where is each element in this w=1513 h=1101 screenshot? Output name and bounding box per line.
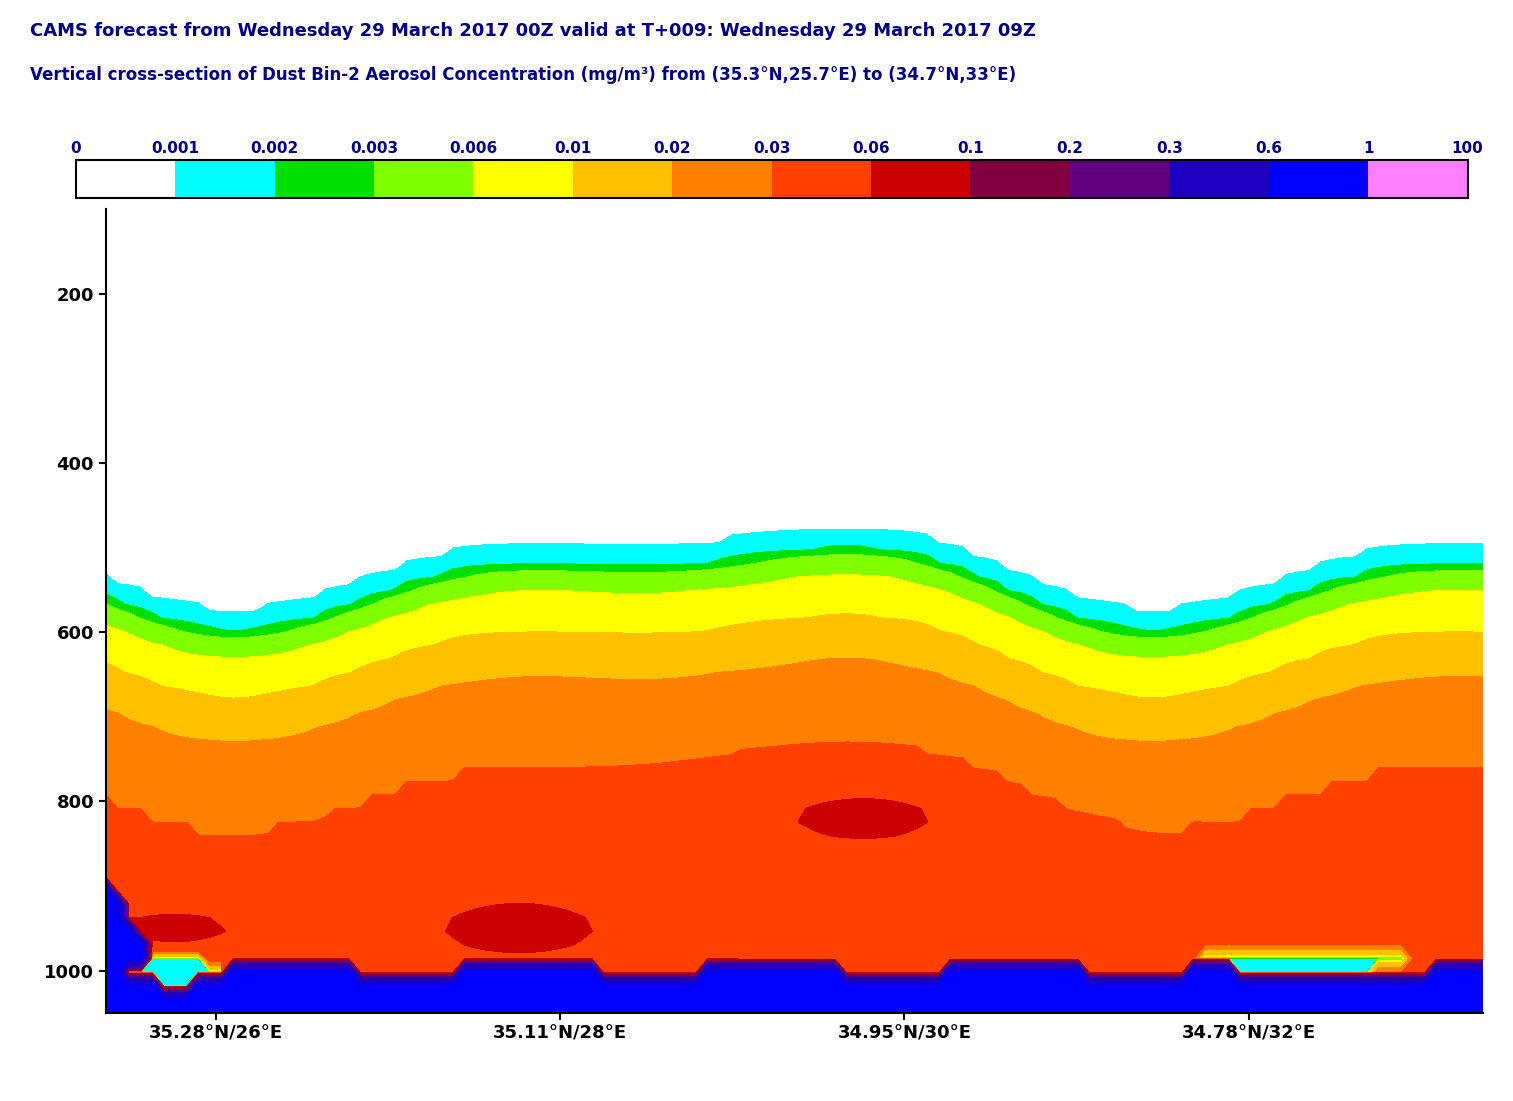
Text: 0.03: 0.03 bbox=[753, 141, 790, 156]
FancyBboxPatch shape bbox=[1170, 160, 1269, 198]
Text: 0.002: 0.002 bbox=[250, 141, 298, 156]
FancyBboxPatch shape bbox=[474, 160, 573, 198]
Text: 0: 0 bbox=[70, 141, 82, 156]
Text: 1: 1 bbox=[1363, 141, 1374, 156]
FancyBboxPatch shape bbox=[672, 160, 772, 198]
Text: 0.1: 0.1 bbox=[958, 141, 983, 156]
FancyBboxPatch shape bbox=[274, 160, 374, 198]
Text: 0.2: 0.2 bbox=[1056, 141, 1083, 156]
Text: 0.01: 0.01 bbox=[554, 141, 592, 156]
Text: 0.02: 0.02 bbox=[654, 141, 691, 156]
FancyBboxPatch shape bbox=[1269, 160, 1368, 198]
FancyBboxPatch shape bbox=[1368, 160, 1468, 198]
FancyBboxPatch shape bbox=[176, 160, 274, 198]
FancyBboxPatch shape bbox=[76, 160, 176, 198]
Text: 0.006: 0.006 bbox=[449, 141, 498, 156]
Text: 0.3: 0.3 bbox=[1156, 141, 1183, 156]
Text: 0.6: 0.6 bbox=[1256, 141, 1282, 156]
FancyBboxPatch shape bbox=[573, 160, 672, 198]
FancyBboxPatch shape bbox=[374, 160, 474, 198]
FancyBboxPatch shape bbox=[772, 160, 871, 198]
FancyBboxPatch shape bbox=[970, 160, 1070, 198]
FancyBboxPatch shape bbox=[871, 160, 970, 198]
Text: CAMS forecast from Wednesday 29 March 2017 00Z valid at T+009: Wednesday 29 Marc: CAMS forecast from Wednesday 29 March 20… bbox=[30, 22, 1036, 40]
Text: 0.06: 0.06 bbox=[852, 141, 890, 156]
Text: 0.003: 0.003 bbox=[350, 141, 398, 156]
Text: Vertical cross-section of Dust Bin-2 Aerosol Concentration (mg/m³) from (35.3°N,: Vertical cross-section of Dust Bin-2 Aer… bbox=[30, 66, 1017, 84]
Text: 100: 100 bbox=[1452, 141, 1483, 156]
Text: 0.001: 0.001 bbox=[151, 141, 200, 156]
FancyBboxPatch shape bbox=[1070, 160, 1170, 198]
